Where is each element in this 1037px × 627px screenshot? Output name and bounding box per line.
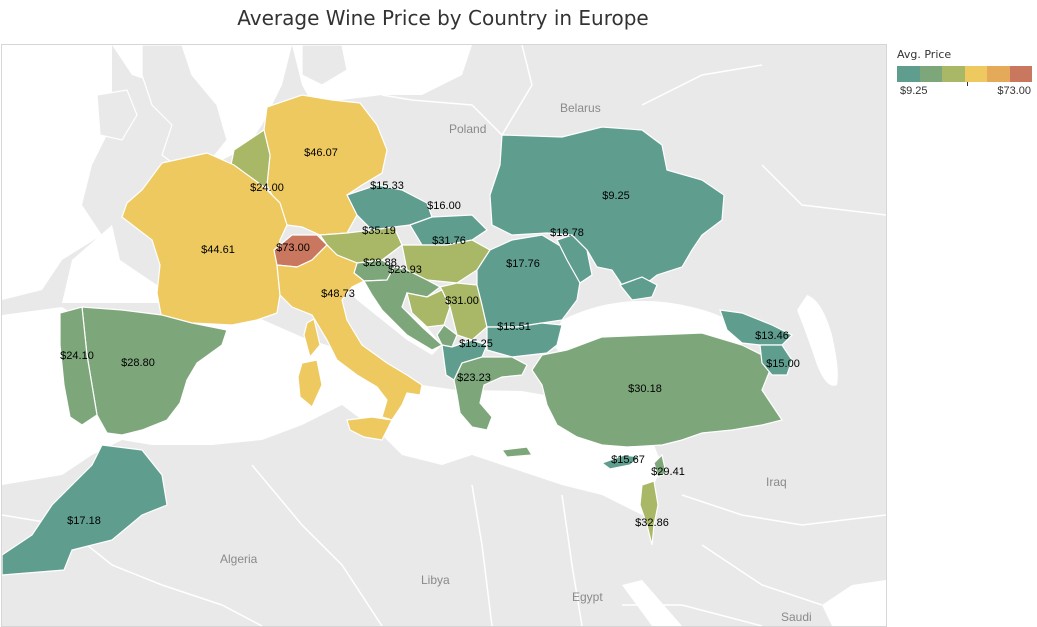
- legend-color-ramp: [897, 66, 1032, 82]
- label-egypt: Egypt: [572, 590, 603, 604]
- legend-ticks: $9.25 $73.00: [897, 82, 1032, 101]
- legend-min-label: $9.25: [900, 85, 928, 97]
- chart-title: Average Wine Price by Country in Europe: [237, 6, 649, 30]
- countries: [2, 94, 794, 576]
- price-label-france: $44.61: [201, 244, 235, 256]
- legend-swatch-0: [897, 66, 920, 82]
- label-iraq: Iraq: [766, 475, 787, 489]
- red-sea: [622, 580, 682, 626]
- price-label-greece: $23.23: [457, 372, 491, 384]
- price-label-morocco: $17.18: [67, 515, 101, 527]
- geo-labels: Belarus Poland Algeria Libya Egypt Iraq …: [220, 101, 812, 624]
- country-portugal[interactable]: [59, 306, 98, 426]
- map-canvas[interactable]: Belarus Poland Algeria Libya Egypt Iraq …: [2, 45, 886, 626]
- country-greece[interactable]: [453, 356, 528, 431]
- price-label-romania: $17.76: [506, 258, 540, 270]
- country-bosnia[interactable]: [406, 289, 451, 328]
- label-belarus: Belarus: [560, 101, 601, 115]
- country-serbia[interactable]: [439, 282, 488, 341]
- legend-swatch-3: [964, 66, 987, 82]
- background-borders: [2, 45, 886, 626]
- price-label-moldova: $18.78: [550, 227, 584, 239]
- country-morocco[interactable]: [2, 444, 168, 576]
- price-label-austria: $35.19: [362, 225, 396, 237]
- country-italy[interactable]: [276, 244, 423, 421]
- price-label-macedonia: $15.25: [459, 338, 493, 350]
- price-label-czechia: $15.33: [370, 180, 404, 192]
- price-label-turkey: $30.18: [628, 383, 662, 395]
- country-armenia[interactable]: [759, 344, 793, 376]
- atlantic-ocean: [2, 45, 112, 300]
- country-corsica[interactable]: [303, 318, 321, 359]
- persian-gulf: [822, 580, 886, 626]
- price-label-slovenia: $28.88: [363, 257, 397, 269]
- country-cyprus[interactable]: [600, 454, 642, 470]
- legend-swatch-5: [1009, 66, 1032, 82]
- price-label-croatia: $23.93: [388, 264, 422, 276]
- price-label-ukraine: $9.25: [602, 190, 630, 202]
- label-poland: Poland: [449, 122, 486, 136]
- price-label-benelux: $24.00: [250, 182, 284, 194]
- country-turkey[interactable]: [531, 332, 783, 448]
- label-algeria: Algeria: [220, 552, 258, 566]
- denmark-land: [301, 45, 348, 86]
- caspian-sea: [797, 295, 838, 386]
- legend-swatch-4: [987, 66, 1010, 82]
- price-label-armenia: $15.00: [766, 358, 800, 370]
- bay-of-biscay: [62, 225, 162, 303]
- country-croatia[interactable]: [362, 266, 444, 351]
- country-ukraine[interactable]: [489, 126, 725, 288]
- price-label-bulgaria: $15.51: [497, 321, 531, 333]
- country-sicily[interactable]: [346, 416, 393, 441]
- color-legend: Avg. Price $9.25 $73.00: [897, 48, 1032, 101]
- label-saudi: Saudi: [781, 610, 812, 624]
- background-land: [96, 45, 348, 171]
- country-france[interactable]: [121, 152, 288, 326]
- price-label-israel: $32.86: [635, 517, 669, 529]
- country-bulgaria[interactable]: [486, 322, 563, 358]
- price-label-slovakia: $16.00: [427, 200, 461, 212]
- price-labels: $46.07 $24.00 $44.61 $73.00 $48.73 $24.1…: [60, 147, 800, 529]
- price-label-italy: $48.73: [321, 288, 355, 300]
- country-sardinia[interactable]: [297, 359, 323, 408]
- country-israel[interactable]: [639, 480, 659, 546]
- legend-max-label: $73.00: [997, 85, 1031, 97]
- map-view[interactable]: Belarus Poland Algeria Libya Egypt Iraq …: [1, 44, 887, 627]
- price-label-switzerland: $73.00: [276, 242, 310, 254]
- price-label-portugal: $24.10: [60, 350, 94, 362]
- country-crimea[interactable]: [619, 276, 658, 301]
- price-label-georgia: $13.46: [755, 330, 789, 342]
- price-label-spain: $28.80: [121, 357, 155, 369]
- country-lebanon[interactable]: [653, 453, 667, 478]
- legend-swatch-1: [919, 66, 942, 82]
- ireland-land: [96, 89, 138, 141]
- price-label-cyprus: $15.67: [611, 454, 645, 466]
- country-crete[interactable]: [500, 446, 534, 458]
- legend-tick-mark: [967, 82, 968, 86]
- label-libya: Libya: [421, 573, 450, 587]
- price-label-germany: $46.07: [304, 147, 338, 159]
- price-label-serbia: $31.00: [445, 295, 479, 307]
- country-romania[interactable]: [476, 234, 583, 328]
- legend-swatch-2: [942, 66, 965, 82]
- price-label-hungary: $31.76: [432, 235, 466, 247]
- price-label-lebanon: $29.41: [651, 466, 685, 478]
- legend-title: Avg. Price: [897, 48, 952, 61]
